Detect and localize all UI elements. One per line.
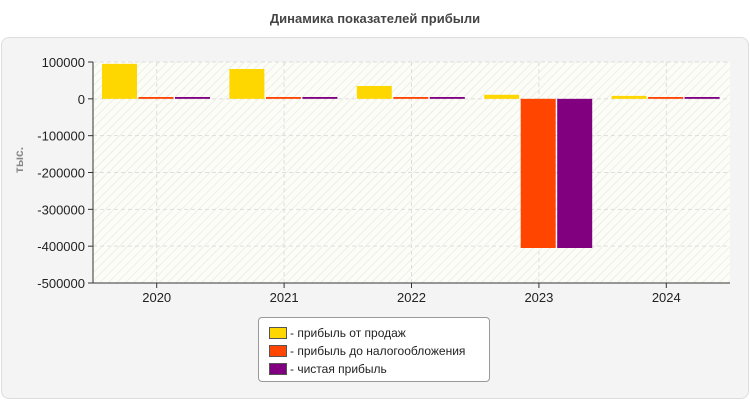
y-tick-label: -100000 (37, 129, 85, 144)
legend-item: - прибыль от продаж (269, 324, 479, 342)
legend-swatch (269, 327, 287, 339)
bar-2020-series-2 (175, 96, 210, 99)
bar-2024-series-0 (611, 95, 647, 99)
x-tick-label: 2022 (397, 290, 426, 305)
legend-item: - чистая прибыль (269, 360, 479, 378)
legend-item: - прибыль до налогообложения (269, 342, 479, 360)
bar-2020-series-1 (138, 96, 174, 99)
legend-swatch (269, 345, 287, 357)
y-tick-label: 0 (78, 92, 85, 107)
x-tick-label: 2021 (270, 290, 299, 305)
y-tick-label: -300000 (37, 202, 85, 217)
y-tick-label: -500000 (37, 276, 85, 291)
bar-2023-series-2 (557, 98, 593, 249)
legend-label: - чистая прибыль (290, 362, 387, 376)
bar-2021-series-1 (265, 96, 301, 99)
x-tick-label: 2020 (142, 290, 171, 305)
y-tick-label: -400000 (37, 239, 85, 254)
bar-2021-series-2 (302, 96, 338, 99)
chart-title: Динамика показателей прибыли (269, 11, 481, 26)
bar-2022-series-0 (356, 85, 392, 99)
bar-2021-series-0 (229, 68, 265, 99)
y-tick-label: -200000 (37, 166, 85, 181)
bar-2022-series-2 (429, 96, 465, 99)
bar-2024-series-1 (648, 96, 684, 99)
x-tick-label: 2023 (524, 290, 553, 305)
bar-2023-series-0 (484, 94, 520, 99)
bar-2022-series-1 (393, 96, 429, 99)
legend-label: - прибыль от продаж (290, 326, 406, 340)
legend-swatch (269, 363, 287, 375)
y-tick-label: 100000 (42, 55, 85, 70)
bar-2020-series-0 (102, 63, 137, 99)
legend: - прибыль от продаж - прибыль до налогооб… (258, 317, 490, 382)
y-axis-label: тыс. (12, 147, 26, 173)
bar-2024-series-2 (684, 96, 720, 99)
legend-label: - прибыль до налогообложения (290, 344, 466, 358)
x-tick-label: 2024 (652, 290, 681, 305)
bar-2023-series-1 (520, 98, 556, 249)
